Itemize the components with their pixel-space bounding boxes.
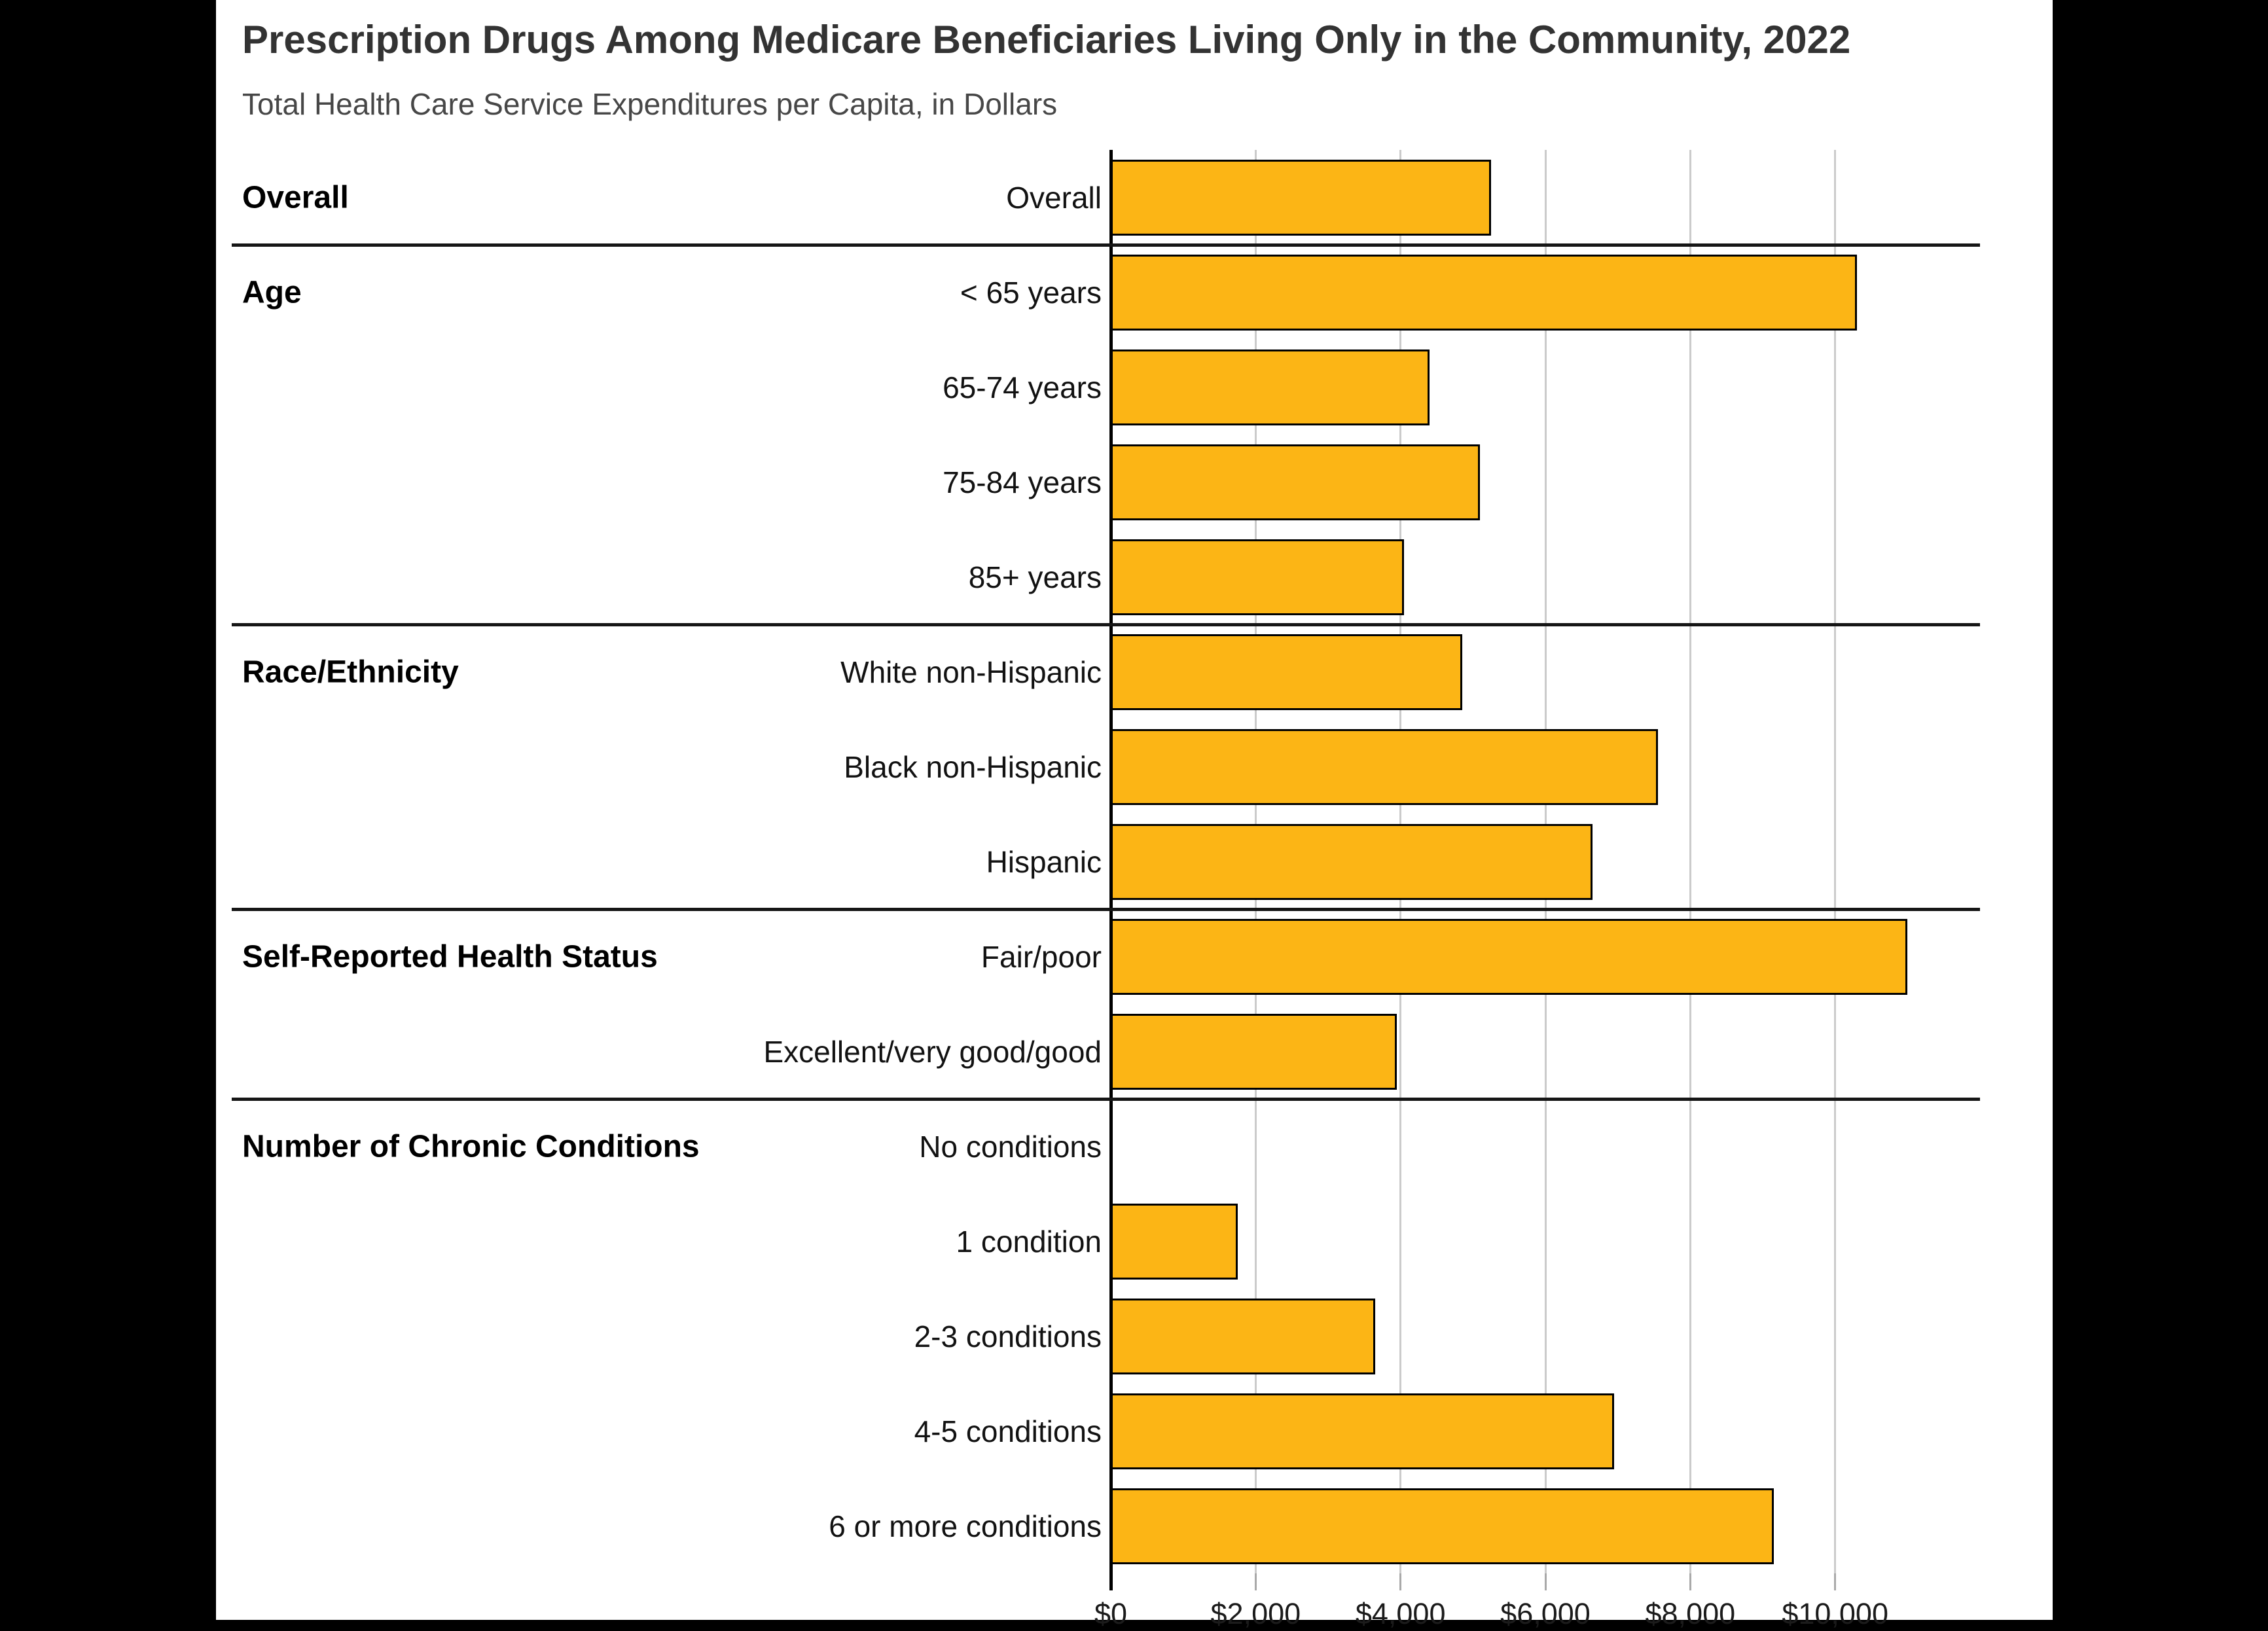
letterbox-right — [2053, 0, 2268, 1620]
group-divider — [232, 1097, 1980, 1101]
row-label: Fair/poor — [981, 939, 1102, 974]
x-tick-label: $8,000 — [1645, 1597, 1736, 1630]
x-tick-label: $10,000 — [1782, 1597, 1888, 1630]
x-axis-tick — [1689, 1573, 1691, 1590]
group-divider — [232, 907, 1980, 911]
group-label: Self-Reported Health Status — [242, 939, 658, 974]
group-label: Number of Chronic Conditions — [242, 1129, 700, 1164]
bar — [1111, 444, 1481, 520]
x-tick-label: $4,000 — [1355, 1597, 1446, 1630]
row-label: No conditions — [919, 1129, 1102, 1164]
letterbox-left — [0, 0, 216, 1620]
row-label: Overall — [1006, 180, 1102, 215]
row-label: Excellent/very good/good — [763, 1034, 1102, 1069]
row-label: 2-3 conditions — [914, 1319, 1102, 1353]
bar — [1111, 634, 1462, 710]
row-label: 65-74 years — [943, 370, 1102, 404]
x-tick-label: $0 — [1094, 1597, 1128, 1630]
bar — [1111, 254, 1857, 331]
row-label: 1 condition — [956, 1224, 1102, 1259]
bar — [1111, 159, 1491, 236]
bar — [1111, 539, 1405, 615]
row-label: Hispanic — [986, 844, 1102, 879]
bar — [1111, 349, 1430, 425]
row-label: 4-5 conditions — [914, 1414, 1102, 1448]
y-axis-line — [1109, 150, 1113, 1590]
x-tick-label: $6,000 — [1500, 1597, 1591, 1630]
bar — [1111, 1298, 1375, 1374]
bar — [1111, 1203, 1238, 1280]
group-label: Age — [242, 275, 302, 310]
row-label: White non-Hispanic — [840, 654, 1102, 689]
gridline — [1834, 150, 1837, 1573]
group-label: Overall — [242, 180, 349, 215]
row-label: Black non-Hispanic — [844, 749, 1102, 784]
bar — [1111, 1393, 1615, 1469]
chart-subtitle: Total Health Care Service Expenditures p… — [242, 87, 1058, 121]
row-label: 85+ years — [968, 560, 1102, 594]
plot-area — [1109, 150, 1980, 1590]
chart-canvas: Prescription Drugs Among Medicare Benefi… — [216, 0, 2053, 1630]
bar — [1111, 823, 1593, 900]
bar — [1111, 728, 1658, 805]
chart-title: Prescription Drugs Among Medicare Benefi… — [242, 18, 1851, 62]
group-divider — [232, 243, 1980, 247]
row-label: < 65 years — [960, 275, 1102, 310]
x-axis-tick — [1254, 1573, 1257, 1590]
bar — [1111, 1013, 1397, 1090]
x-axis-tick — [1544, 1573, 1547, 1590]
gridline — [1689, 150, 1691, 1573]
row-label: 6 or more conditions — [829, 1509, 1102, 1543]
group-label: Race/Ethnicity — [242, 654, 459, 689]
x-axis-tick — [1834, 1573, 1837, 1590]
group-divider — [232, 622, 1980, 626]
x-axis-tick — [1399, 1573, 1402, 1590]
bar — [1111, 1488, 1774, 1564]
x-tick-label: $2,000 — [1210, 1597, 1301, 1630]
bar — [1111, 918, 1908, 995]
row-label: 75-84 years — [943, 465, 1102, 499]
